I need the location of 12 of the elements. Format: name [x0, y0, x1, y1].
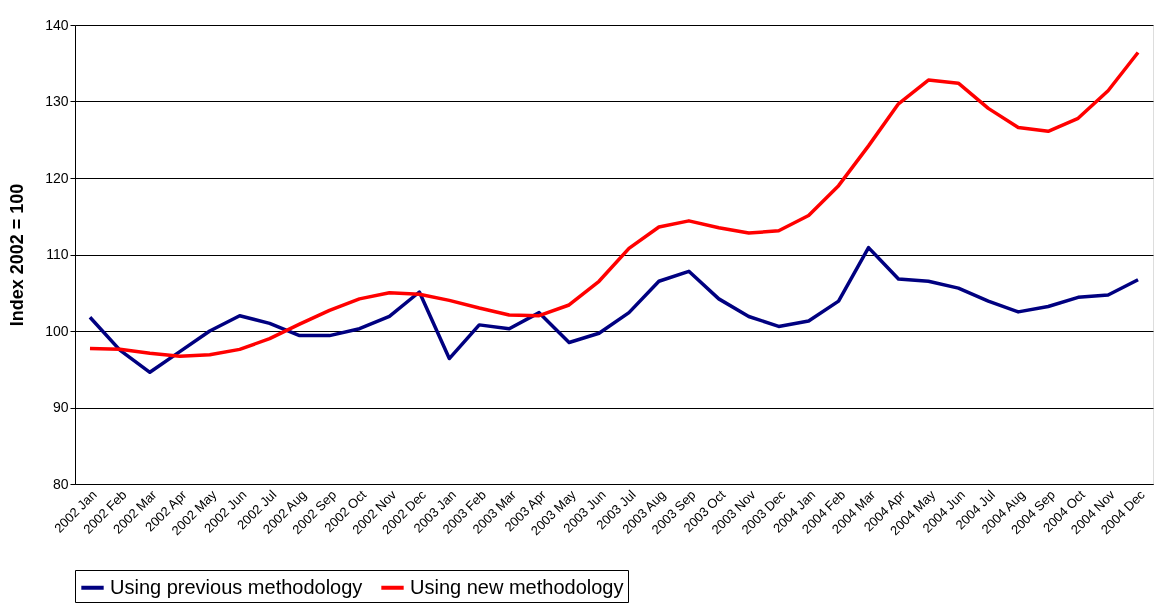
legend-label: Using new methodology	[410, 575, 624, 598]
y-tick-label: 130	[45, 93, 69, 109]
y-tick-label: 80	[52, 475, 69, 492]
y-tick-label: 120	[45, 169, 69, 186]
y-tick-label: 100	[45, 322, 69, 339]
y-tick-label: 90	[52, 399, 69, 415]
legend-label: Using previous methodology	[110, 575, 363, 598]
y-axis-title: Index 2002 = 100	[7, 183, 28, 327]
y-tick-label: 110	[46, 246, 69, 262]
line-series	[88, 245, 1140, 375]
line-series	[88, 50, 1140, 358]
y-tick-label: 140	[45, 16, 69, 33]
